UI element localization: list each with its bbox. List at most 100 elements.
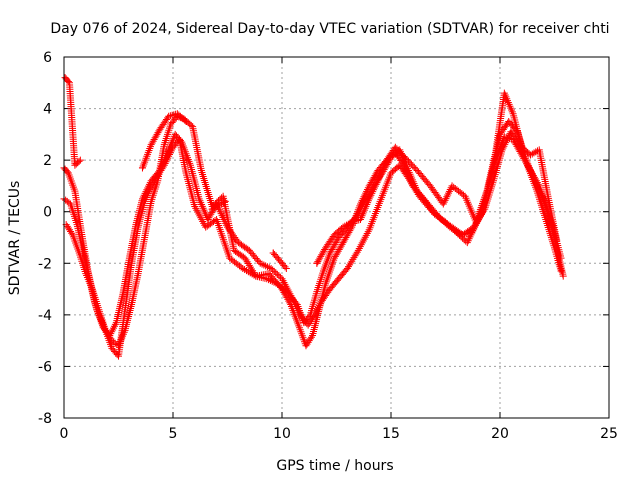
data-point-marker [268, 277, 276, 285]
data-point-marker [346, 219, 354, 227]
data-point-marker [281, 263, 289, 271]
data-point-marker [346, 261, 354, 269]
data-point-marker [371, 182, 379, 190]
data-point-marker [270, 267, 278, 275]
data-point-marker [553, 236, 561, 244]
data-point-marker [349, 255, 357, 263]
data-point-marker [365, 195, 373, 203]
data-point-marker [269, 266, 277, 274]
data-point-marker [533, 180, 541, 188]
data-point-marker [534, 184, 542, 192]
data-point-marker [165, 112, 173, 120]
data-point-marker [165, 152, 173, 160]
data-point-marker [506, 134, 514, 142]
x-tick-label: 20 [491, 426, 509, 442]
data-point-marker [277, 283, 285, 291]
data-point-marker [182, 117, 190, 125]
data-point-marker [243, 258, 251, 266]
data-point-marker [351, 252, 359, 260]
data-point-marker [434, 211, 442, 219]
data-point-marker [533, 182, 541, 190]
data-point-marker [242, 256, 250, 264]
x-tick-label: 0 [60, 426, 69, 442]
data-point-marker [344, 263, 352, 271]
data-point-marker [440, 217, 448, 225]
plot-frame [63, 56, 610, 419]
y-tick-label: -2 [38, 256, 52, 272]
data-point-marker [559, 272, 567, 280]
data-point-marker [372, 180, 380, 188]
x-tick-label: 25 [600, 426, 618, 442]
data-point-marker [274, 280, 282, 288]
data-point-marker [410, 163, 418, 171]
data-point-marker [367, 191, 375, 199]
data-point-marker [399, 151, 407, 159]
data-point-marker [557, 254, 565, 262]
data-point-marker [343, 264, 351, 272]
data-point-marker [536, 188, 544, 196]
series-track-d [61, 74, 561, 272]
x-axis-label: GPS time / hours [276, 458, 393, 474]
data-point-marker [181, 116, 189, 124]
data-point-marker [352, 250, 360, 258]
data-point-marker [404, 157, 412, 165]
data-point-marker [245, 261, 253, 269]
data-point-marker [445, 187, 453, 195]
data-point-marker [402, 154, 410, 162]
data-point-marker [348, 218, 356, 226]
data-point-marker [273, 270, 281, 278]
y-axis-label: SDTVAR / TECUs [7, 181, 23, 296]
data-point-marker [370, 184, 378, 192]
y-tick-label: 0 [43, 205, 52, 221]
data-point-marker [351, 217, 359, 225]
data-point-marker [265, 276, 273, 284]
x-tick-label: 10 [273, 426, 291, 442]
data-point-marker [438, 216, 446, 224]
data-point-marker [166, 112, 174, 120]
data-point-marker [164, 154, 172, 162]
data-point-marker [260, 261, 268, 269]
data-point-marker [272, 269, 280, 277]
data-point-marker [531, 177, 539, 185]
data-point-marker [535, 186, 543, 194]
data-point-marker [348, 257, 356, 265]
data-point-marker [403, 156, 411, 164]
data-point-marker [247, 265, 255, 273]
data-point-marker [440, 198, 448, 206]
data-point-marker [532, 179, 540, 187]
data-point-marker [262, 262, 270, 270]
data-point-marker [444, 191, 452, 199]
data-point-marker [166, 149, 174, 157]
data-point-marker [166, 150, 174, 158]
data-point-marker [267, 264, 275, 272]
data-point-marker [391, 143, 399, 151]
data-point-marker [502, 133, 510, 141]
data-point-marker [75, 157, 83, 165]
data-point-marker [441, 219, 449, 227]
x-tick-labels: 0 5 10 15 20 25 [60, 426, 618, 442]
data-point-marker [500, 133, 508, 141]
data-point-marker [168, 111, 176, 119]
data-point-marker [250, 269, 258, 277]
y-tick-label: 4 [43, 102, 52, 118]
data-point-marker [443, 220, 451, 228]
data-point-marker [172, 110, 180, 118]
data-point-marker [397, 149, 405, 157]
data-point-marker [244, 260, 252, 268]
data-point-marker [278, 284, 286, 292]
data-point-marker [258, 260, 266, 268]
data-point-marker [275, 272, 283, 280]
data-point-marker [246, 263, 254, 271]
data-point-marker [350, 218, 358, 226]
data-point-marker [442, 195, 450, 203]
data-point-marker [64, 77, 72, 85]
data-point-marker [249, 267, 257, 275]
data-point-marker [406, 159, 414, 167]
data-point-marker [435, 213, 443, 221]
data-point-marker [266, 276, 274, 284]
data-point-marker [307, 333, 315, 341]
data-point-marker [394, 146, 402, 154]
data-point-marker [263, 275, 271, 283]
data-point-marker [538, 191, 546, 199]
